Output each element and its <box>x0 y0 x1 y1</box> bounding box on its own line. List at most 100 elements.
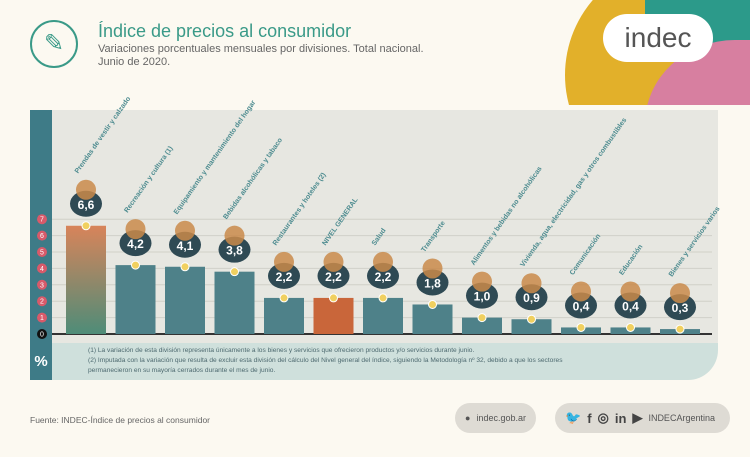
tick-marker <box>37 296 47 307</box>
category-illustration <box>224 225 245 246</box>
category-label: Prendas de vestir y calzado <box>74 96 132 175</box>
y-tick-label: 7 <box>40 217 44 224</box>
category-illustration <box>76 179 96 200</box>
value-badge <box>268 262 300 289</box>
logo-text: indec <box>603 14 713 62</box>
value-label: 4,1 <box>177 239 194 253</box>
source: Fuente: INDEC-Índice de precios al consu… <box>30 415 210 425</box>
category-illustration <box>620 281 641 302</box>
bar-marker <box>675 324 685 334</box>
value-badge <box>466 282 498 309</box>
instagram-icon[interactable]: ◎ <box>597 410 609 425</box>
value-label: 6,6 <box>78 198 95 212</box>
linkedin-icon[interactable]: in <box>614 410 627 426</box>
bar <box>66 225 106 334</box>
tick-marker <box>37 329 47 339</box>
bar-marker <box>81 221 91 231</box>
bar-marker <box>230 267 239 277</box>
bar-marker <box>477 313 487 323</box>
value-badge <box>664 294 696 321</box>
bar-marker <box>131 260 140 270</box>
value-label: 1,0 <box>474 290 491 304</box>
twitter-icon[interactable]: 🐦 <box>565 410 582 425</box>
bar <box>214 271 255 334</box>
value-label: 2,2 <box>276 270 293 284</box>
youtube-icon[interactable]: ▶ <box>632 410 643 425</box>
category-illustration <box>571 281 591 302</box>
category-label: Educación <box>618 244 644 277</box>
bar <box>363 297 403 334</box>
value-badge <box>614 292 647 319</box>
tick-marker <box>37 312 47 323</box>
bar-marker <box>180 262 190 272</box>
y-tick-label: 3 <box>40 282 44 289</box>
bar <box>115 265 156 334</box>
value-badge <box>565 292 597 319</box>
category-label: Vivienda, agua, electricidad, gas y otro… <box>519 117 628 269</box>
facebook-icon[interactable]: f <box>587 410 592 426</box>
y-tick-label: 4 <box>40 266 44 273</box>
y-tick-label: 5 <box>40 250 44 257</box>
notepad-pencil-icon: ✎ <box>30 20 78 68</box>
bar <box>462 317 502 334</box>
bar-marker <box>527 314 536 324</box>
note-3: permanecieron en su mayoría cerrados dur… <box>88 367 276 374</box>
value-label: 0,4 <box>573 299 590 313</box>
bar <box>165 266 205 334</box>
tick-marker <box>37 279 47 290</box>
category-label: Bebidas alcohólicas y tabaco <box>222 137 284 221</box>
category-label: Equipamiento y mantenimiento del hogar <box>173 99 258 216</box>
y-tick-label: 6 <box>40 233 44 240</box>
value-label: 3,8 <box>226 244 243 258</box>
tick-marker <box>37 230 47 241</box>
category-label: Salud <box>371 227 388 247</box>
value-badge <box>367 262 399 289</box>
bar <box>412 304 453 334</box>
value-label: 2,2 <box>375 270 392 284</box>
category-label: Transporte <box>420 220 447 254</box>
tick-marker <box>37 247 47 257</box>
bar-marker <box>279 293 289 303</box>
category-illustration <box>274 251 294 272</box>
social-links[interactable]: 🐦 f ◎ in ▶ INDECArgentina <box>555 403 730 433</box>
value-label: 0,9 <box>523 291 540 305</box>
social-handle: INDECArgentina <box>648 413 715 423</box>
tick-marker <box>37 263 47 274</box>
value-badge <box>169 231 201 258</box>
note-1: (1) La variación de esta división repres… <box>88 347 475 354</box>
value-badge <box>317 262 350 289</box>
footnotes: (1) La variación de esta división repres… <box>30 343 718 380</box>
y-tick-label: 2 <box>40 299 44 306</box>
bar <box>511 319 552 334</box>
category-label: Recreación y cultura (1) <box>123 145 174 214</box>
category-label: Comunicación <box>569 233 602 277</box>
category-label: NIVEL GENERAL <box>321 196 360 247</box>
value-badge <box>119 230 152 257</box>
indec-logo: indec <box>565 0 750 105</box>
date-line: Junio de 2020. <box>98 56 171 68</box>
website-link[interactable]: ● indec.gob.ar <box>455 403 536 433</box>
value-badge <box>218 236 251 263</box>
category-illustration <box>472 271 492 292</box>
category-illustration <box>373 251 393 272</box>
category-illustration <box>125 219 146 240</box>
bar-marker <box>428 299 437 309</box>
bar-marker <box>626 322 635 332</box>
website-text: indec.gob.ar <box>476 413 526 423</box>
value-badge <box>70 190 102 217</box>
category-illustration <box>521 273 542 294</box>
y-axis-label: % <box>30 343 52 380</box>
value-label: 2,2 <box>325 270 342 284</box>
value-badge <box>416 269 449 296</box>
bar <box>264 297 304 334</box>
value-badge <box>515 284 548 311</box>
value-label: 1,8 <box>424 276 441 290</box>
value-label: 0,4 <box>622 299 639 313</box>
category-illustration <box>670 283 690 304</box>
note-2: (2) Imputada con la variación que result… <box>88 357 563 364</box>
category-illustration <box>175 220 195 241</box>
category-illustration <box>323 251 344 272</box>
y-tick-label: 0 <box>40 332 44 339</box>
bar-marker <box>378 293 388 303</box>
